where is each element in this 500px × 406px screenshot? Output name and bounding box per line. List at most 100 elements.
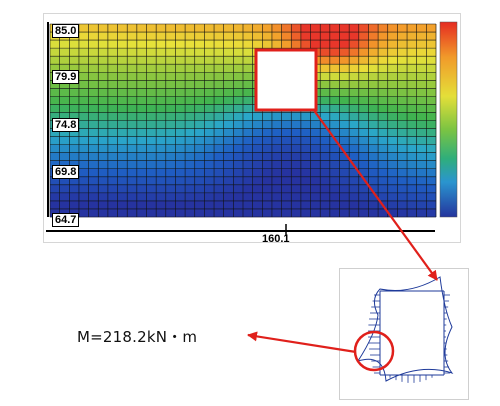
contour-cell	[98, 152, 109, 161]
contour-cell	[329, 88, 340, 97]
contour-cell	[378, 128, 388, 137]
contour-cell	[358, 48, 369, 57]
contour-cell	[378, 184, 388, 194]
contour-cell	[262, 192, 273, 202]
contour-cell	[291, 168, 302, 177]
contour-cell	[146, 88, 157, 97]
contour-cell	[107, 192, 118, 202]
contour-cell	[165, 96, 176, 105]
contour-cell	[397, 152, 408, 161]
contour-cell	[416, 24, 427, 33]
contour-cell	[349, 64, 359, 73]
contour-cell	[69, 48, 80, 57]
contour-cell	[50, 56, 60, 65]
contour-cell	[426, 104, 437, 113]
contour-cell	[291, 136, 302, 145]
contour-cell	[397, 184, 408, 194]
contour-cell	[88, 160, 99, 169]
contour-cell	[407, 64, 417, 73]
contour-cell	[136, 184, 147, 194]
contour-cell	[59, 128, 70, 137]
contour-cell	[165, 80, 176, 89]
contour-cell	[416, 176, 427, 186]
contour-cell	[146, 96, 157, 105]
contour-cell	[368, 192, 379, 202]
contour-cell	[194, 176, 205, 186]
contour-cell	[426, 200, 437, 210]
contour-cell	[165, 64, 176, 73]
contour-cell	[69, 176, 80, 186]
contour-cell	[252, 208, 263, 218]
contour-cell	[271, 192, 282, 202]
contour-cell	[194, 56, 205, 65]
contour-cell	[407, 40, 417, 49]
contour-cell	[252, 136, 263, 145]
contour-cell	[387, 80, 398, 89]
contour-cell	[329, 64, 340, 73]
contour-cell	[69, 192, 80, 202]
contour-cell	[339, 112, 350, 121]
contour-cell	[252, 168, 263, 177]
contour-cell	[397, 56, 408, 65]
contour-cell	[175, 176, 186, 186]
contour-cell	[223, 128, 234, 137]
contour-cell	[233, 128, 244, 137]
contour-cell	[358, 96, 369, 105]
contour-cell	[291, 112, 302, 121]
contour-cell	[407, 80, 417, 89]
contour-cell	[117, 176, 128, 186]
contour-cell	[378, 168, 388, 177]
contour-cell	[339, 72, 350, 81]
contour-cell	[416, 200, 427, 210]
contour-cell	[223, 40, 234, 49]
contour-cell	[175, 64, 186, 73]
contour-cell	[368, 184, 379, 194]
contour-cell	[358, 56, 369, 65]
mesh-grid	[49, 23, 437, 218]
contour-cell	[310, 128, 321, 137]
contour-cell	[368, 56, 379, 65]
contour-cell	[310, 32, 321, 41]
contour-cell	[107, 104, 118, 113]
contour-cell	[69, 184, 80, 194]
contour-cell	[407, 120, 417, 129]
contour-cell	[310, 120, 321, 129]
contour-cell	[271, 136, 282, 145]
contour-cell	[185, 184, 195, 194]
contour-cell	[281, 120, 292, 129]
contour-cell	[214, 168, 224, 177]
contour-cell	[50, 192, 60, 202]
contour-cell	[252, 112, 263, 121]
contour-cell	[426, 192, 437, 202]
contour-cell	[146, 104, 157, 113]
contour-cell	[194, 64, 205, 73]
contour-cell	[329, 168, 340, 177]
contour-cell	[146, 152, 157, 161]
contour-cell	[175, 136, 186, 145]
contour-cell	[214, 192, 224, 202]
contour-cell	[136, 80, 147, 89]
contour-cell	[185, 176, 195, 186]
contour-cell	[243, 192, 253, 202]
contour-cell	[378, 152, 388, 161]
contour-cell	[78, 176, 89, 186]
contour-cell	[397, 176, 408, 186]
contour-cell	[416, 192, 427, 202]
contour-cell	[387, 168, 398, 177]
contour-cell	[320, 24, 331, 33]
contour-cell	[300, 144, 311, 153]
contour-cell	[271, 40, 282, 49]
contour-cell	[69, 152, 80, 161]
contour-cell	[223, 152, 234, 161]
contour-cell	[407, 136, 417, 145]
contour-cell	[416, 88, 427, 97]
contour-cell	[358, 88, 369, 97]
contour-cell	[233, 184, 244, 194]
contour-cell	[185, 168, 195, 177]
contour-cell	[88, 56, 99, 65]
contour-cell	[291, 200, 302, 210]
contour-cell	[78, 72, 89, 81]
contour-cell	[378, 56, 388, 65]
contour-cell	[349, 104, 359, 113]
contour-cell	[252, 152, 263, 161]
